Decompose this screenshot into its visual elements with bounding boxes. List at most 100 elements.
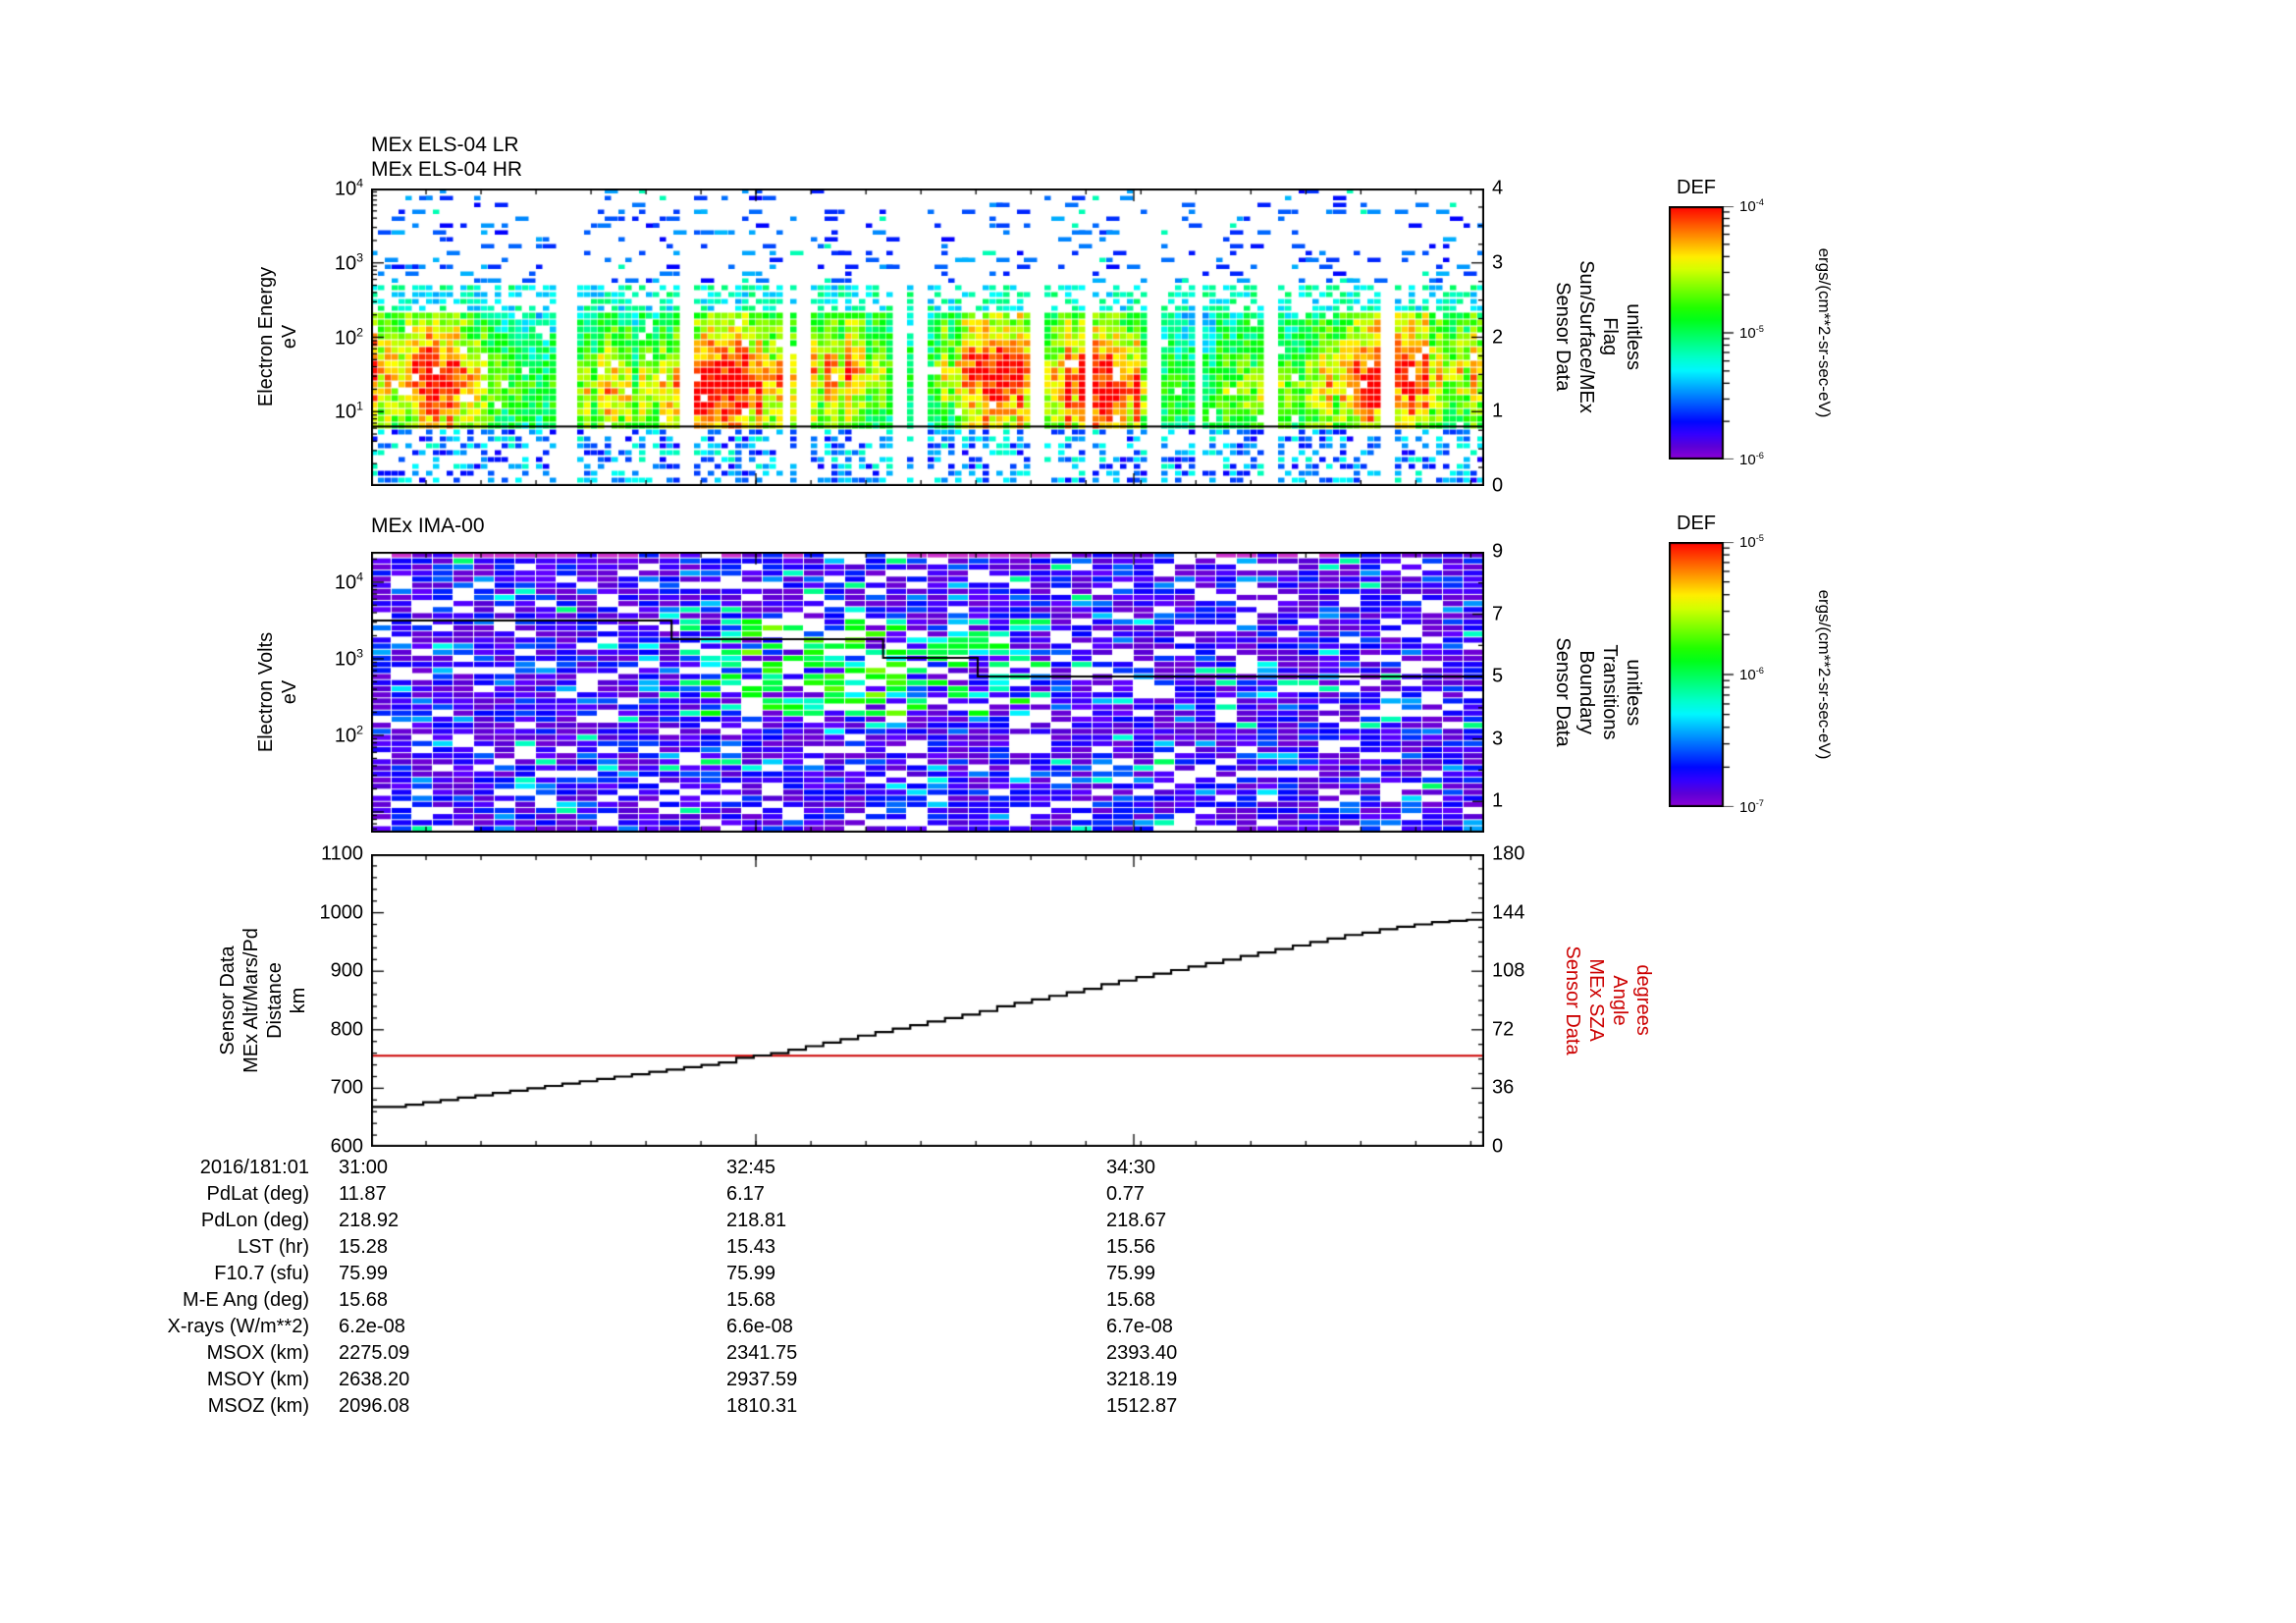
- alt-ytick-1100: 1100: [320, 842, 363, 865]
- ima-right-tick-3: 3: [1492, 728, 1504, 750]
- table-row-3-value-1: 15.43: [726, 1236, 776, 1258]
- alt-y-axis-label: Sensor Data MEx Alt/Mars/Pd Distance km: [216, 928, 310, 1073]
- table-row-8-value-2: 3218.19: [1106, 1369, 1178, 1390]
- table-row-label-7: MSOX (km): [206, 1342, 309, 1364]
- table-row-4-value-1: 75.99: [726, 1263, 776, 1284]
- table-row-7-value-0: 2275.09: [339, 1342, 410, 1364]
- table-row-label-5: M-E Ang (deg): [183, 1289, 309, 1311]
- alt-right-axis-label: Sensor Data MEx SZA Angle degrees: [1561, 946, 1655, 1055]
- table-row-label-8: MSOY (km): [206, 1369, 309, 1390]
- ima-right-tick-7: 7: [1492, 603, 1504, 625]
- ima-y-axis-label: Electron Volts eV: [254, 632, 301, 752]
- alt-right-tick-72: 72: [1492, 1018, 1515, 1041]
- alt-right-axis-label-line1: Sensor Data: [1562, 946, 1583, 1055]
- ima-right-tick-5: 5: [1492, 665, 1504, 687]
- els-ytick-1e4: 104: [334, 176, 363, 200]
- table-row-3-value-0: 15.28: [339, 1236, 389, 1258]
- alt-ytick-900: 900: [330, 959, 363, 982]
- table-row-label-9: MSOZ (km): [207, 1395, 309, 1417]
- table-row-0-value-2: 34:30: [1106, 1157, 1156, 1178]
- table-row-9-value-0: 2096.08: [339, 1395, 410, 1417]
- table-row-6-value-1: 6.6e-08: [726, 1316, 793, 1337]
- table-row-0-value-1: 32:45: [726, 1157, 776, 1178]
- table-row-label-1: PdLat (deg): [206, 1183, 309, 1205]
- els-ytick-1e3: 103: [334, 250, 363, 275]
- alt-y-axis-label-line2: MEx Alt/Mars/Pd: [240, 928, 262, 1073]
- ima-y-axis-label-line2: eV: [279, 679, 300, 705]
- table-row-5-value-2: 15.68: [1106, 1289, 1156, 1311]
- els-right-tick-2: 2: [1492, 326, 1504, 348]
- alt-ytick-1000: 1000: [319, 901, 364, 924]
- ima-colorbar: [1669, 542, 1737, 807]
- alt-right-tick-180: 180: [1492, 842, 1525, 865]
- altitude-sza-plot: [371, 854, 1484, 1147]
- els-title-hr: MEx ELS-04 HR: [371, 158, 523, 181]
- els-title-lr: MEx ELS-04 LR: [371, 134, 519, 156]
- els-colorbar-tick-1e-5: 10-5: [1739, 324, 1764, 342]
- table-row-3-value-2: 15.56: [1106, 1236, 1156, 1258]
- table-row-9-value-1: 1810.31: [726, 1395, 798, 1417]
- alt-y-axis-label-line4: km: [288, 987, 309, 1014]
- table-row-8-value-1: 2937.59: [726, 1369, 798, 1390]
- alt-right-axis-label-line2: MEx SZA: [1585, 958, 1607, 1043]
- els-colorbar: [1669, 206, 1737, 460]
- ima-right-tick-1: 1: [1492, 789, 1504, 812]
- ima-colorbar-tick-1e-5: 10-5: [1739, 533, 1764, 551]
- els-ytick-1e1: 101: [334, 399, 363, 423]
- table-row-7-value-1: 2341.75: [726, 1342, 798, 1364]
- ima-right-axis-label-line3: Transitions: [1599, 644, 1621, 740]
- table-row-2-value-0: 218.92: [339, 1210, 400, 1231]
- ima-colorbar-title: DEF: [1677, 513, 1716, 534]
- table-row-7-value-2: 2393.40: [1106, 1342, 1178, 1364]
- els-y-axis-label-line1: Electron Energy: [255, 266, 277, 407]
- els-right-axis-label-line2: Sun/Surface/MEx: [1575, 260, 1597, 413]
- alt-y-axis-label-line1: Sensor Data: [217, 946, 239, 1055]
- table-row-2-value-1: 218.81: [726, 1210, 787, 1231]
- table-row-label-4: F10.7 (sfu): [214, 1263, 309, 1284]
- els-right-tick-0: 0: [1492, 474, 1504, 497]
- table-row-5-value-1: 15.68: [726, 1289, 776, 1311]
- alt-right-axis-label-line3: Angle: [1609, 975, 1630, 1026]
- alt-ytick-600: 600: [330, 1135, 363, 1158]
- table-row-label-6: X-rays (W/m**2): [167, 1316, 309, 1337]
- alt-right-tick-108: 108: [1492, 959, 1525, 982]
- els-colorbar-tick-1e-6: 10-6: [1739, 451, 1764, 468]
- ima-ytick-1e4: 104: [334, 569, 363, 594]
- table-row-label-3: LST (hr): [238, 1236, 309, 1258]
- table-row-5-value-0: 15.68: [339, 1289, 389, 1311]
- ima-right-tick-9: 9: [1492, 540, 1504, 563]
- alt-right-tick-36: 36: [1492, 1076, 1515, 1099]
- table-row-4-value-0: 75.99: [339, 1263, 389, 1284]
- table-row-label-0: 2016/181:01: [199, 1157, 309, 1178]
- els-colorbar-tick-1e-4: 10-4: [1739, 197, 1764, 215]
- els-right-axis-label-line3: Flag: [1599, 317, 1621, 356]
- ima-ytick-1e3: 103: [334, 646, 363, 671]
- els-colorbar-unit-label: ergs/(cm**2-sr-sec-eV): [1815, 247, 1834, 418]
- table-row-0-value-0: 31:00: [339, 1157, 389, 1178]
- alt-ytick-700: 700: [330, 1076, 363, 1099]
- table-row-6-value-0: 6.2e-08: [339, 1316, 405, 1337]
- els-y-axis-label-line2: eV: [279, 324, 300, 350]
- els-y-axis-label: Electron Energy eV: [254, 267, 301, 406]
- ima-right-axis-label: Sensor Data Boundary Transitions unitles…: [1551, 637, 1645, 746]
- ima-ytick-1e2: 102: [334, 723, 363, 747]
- alt-y-axis-label-line3: Distance: [264, 962, 286, 1039]
- alt-right-tick-0: 0: [1492, 1135, 1504, 1158]
- ima-spectrogram-plot: [371, 552, 1484, 833]
- ima-colorbar-tick-1e-7: 10-7: [1739, 798, 1764, 816]
- alt-ytick-800: 800: [330, 1018, 363, 1041]
- els-ytick-1e2: 102: [334, 325, 363, 349]
- ima-colorbar-tick-1e-6: 10-6: [1739, 666, 1764, 683]
- els-colorbar-title: DEF: [1677, 177, 1716, 198]
- els-right-axis-label: Sensor Data Sun/Surface/MEx Flag unitles…: [1551, 260, 1645, 413]
- ima-title: MEx IMA-00: [371, 514, 485, 537]
- els-spectrogram-plot: [371, 189, 1484, 486]
- table-row-6-value-2: 6.7e-08: [1106, 1316, 1173, 1337]
- alt-right-axis-label-line4: degrees: [1632, 964, 1654, 1037]
- els-right-tick-4: 4: [1492, 177, 1504, 199]
- table-row-8-value-0: 2638.20: [339, 1369, 410, 1390]
- table-row-1-value-0: 11.87: [339, 1183, 387, 1205]
- els-right-tick-3: 3: [1492, 251, 1504, 274]
- els-right-axis-label-line4: unitless: [1623, 303, 1644, 370]
